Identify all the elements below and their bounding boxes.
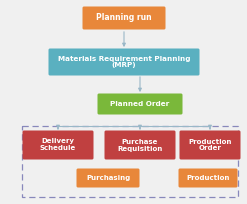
FancyBboxPatch shape [82, 7, 165, 30]
Text: Planned Order: Planned Order [110, 101, 170, 107]
Text: Purchasing: Purchasing [86, 175, 130, 181]
FancyBboxPatch shape [98, 93, 183, 114]
Text: Planning run: Planning run [96, 13, 152, 22]
FancyBboxPatch shape [180, 131, 241, 160]
Text: Purchase
Requisition: Purchase Requisition [117, 139, 163, 152]
Text: Production
Order: Production Order [188, 139, 232, 152]
Bar [22, 126, 238, 197]
FancyBboxPatch shape [77, 169, 140, 187]
Text: Production: Production [186, 175, 230, 181]
FancyBboxPatch shape [179, 169, 238, 187]
Text: Materials Requirement Planning
(MRP): Materials Requirement Planning (MRP) [58, 55, 190, 69]
FancyBboxPatch shape [22, 131, 94, 160]
Text: Delivery
Schedule: Delivery Schedule [40, 139, 76, 152]
FancyBboxPatch shape [104, 131, 176, 160]
FancyBboxPatch shape [48, 49, 200, 75]
